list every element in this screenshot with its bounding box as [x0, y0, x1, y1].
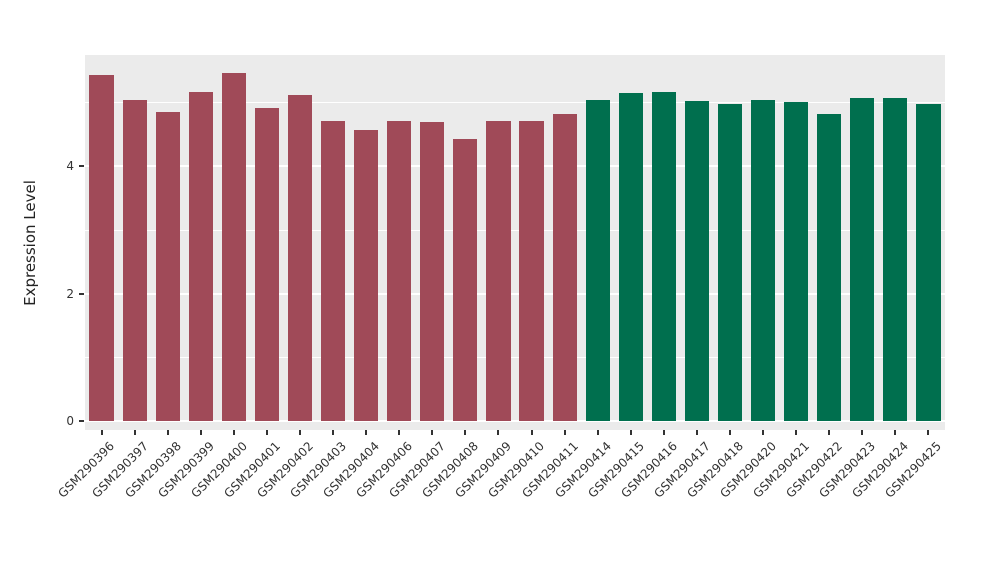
bar: [751, 100, 776, 421]
x-tick-mark: [795, 430, 798, 435]
bar: [254, 108, 279, 421]
bar: [453, 139, 478, 421]
bar: [618, 93, 643, 421]
bar: [188, 91, 213, 421]
y-tick-label: 2: [66, 286, 74, 301]
x-tick-mark: [927, 430, 930, 435]
gridline-major: [85, 165, 945, 168]
y-tick-label: 0: [66, 414, 74, 428]
bar: [850, 98, 875, 421]
bar: [89, 75, 114, 421]
gridline-minor: [85, 356, 945, 358]
x-tick-mark: [398, 430, 401, 435]
bar: [486, 120, 511, 421]
x-tick-mark: [596, 430, 599, 435]
x-tick-mark: [861, 430, 864, 435]
bar: [784, 102, 809, 421]
bar: [321, 120, 346, 421]
x-tick-mark: [695, 430, 698, 435]
bar: [420, 122, 445, 421]
bar: [684, 101, 709, 421]
y-axis-label: Expression Level: [21, 180, 39, 306]
x-tick-mark: [166, 430, 169, 435]
bar: [651, 91, 676, 421]
y-tick-mark: [79, 420, 84, 422]
bar: [221, 72, 246, 421]
bar: [916, 104, 941, 421]
bar: [585, 100, 610, 421]
x-tick-mark: [332, 430, 335, 435]
x-tick-mark: [629, 430, 632, 435]
x-tick-mark: [464, 430, 467, 435]
x-tick-mark: [828, 430, 831, 435]
gridline-major: [85, 420, 945, 422]
x-tick-mark: [530, 430, 533, 435]
x-tick-mark: [232, 430, 235, 435]
bar: [354, 130, 379, 421]
bar: [155, 112, 180, 421]
x-tick-mark: [199, 430, 202, 435]
x-tick-mark: [662, 430, 665, 435]
gridline-major: [85, 292, 945, 295]
x-tick-mark: [762, 430, 765, 435]
x-tick-mark: [133, 430, 136, 435]
x-tick-mark: [299, 430, 301, 435]
plot-panel: [85, 55, 945, 430]
x-tick-mark: [894, 430, 897, 435]
gridline-minor: [85, 102, 945, 104]
gridline-minor: [85, 229, 945, 231]
y-tick-mark: [79, 292, 84, 295]
x-tick-mark: [563, 430, 566, 435]
bar: [387, 121, 412, 421]
bar: [287, 95, 313, 421]
x-tick-mark: [365, 430, 368, 435]
y-tick-mark: [79, 165, 84, 168]
x-tick-mark: [100, 430, 103, 435]
bar: [122, 100, 147, 421]
bar: [717, 104, 743, 421]
x-tick-mark: [431, 430, 434, 435]
bar: [519, 121, 544, 421]
bar: [817, 113, 842, 421]
x-tick-mark: [265, 430, 268, 435]
x-tick-mark: [729, 430, 731, 435]
bar: [552, 113, 577, 421]
x-tick-mark: [497, 430, 500, 435]
bar: [883, 98, 908, 421]
y-tick-label: 4: [66, 159, 74, 174]
